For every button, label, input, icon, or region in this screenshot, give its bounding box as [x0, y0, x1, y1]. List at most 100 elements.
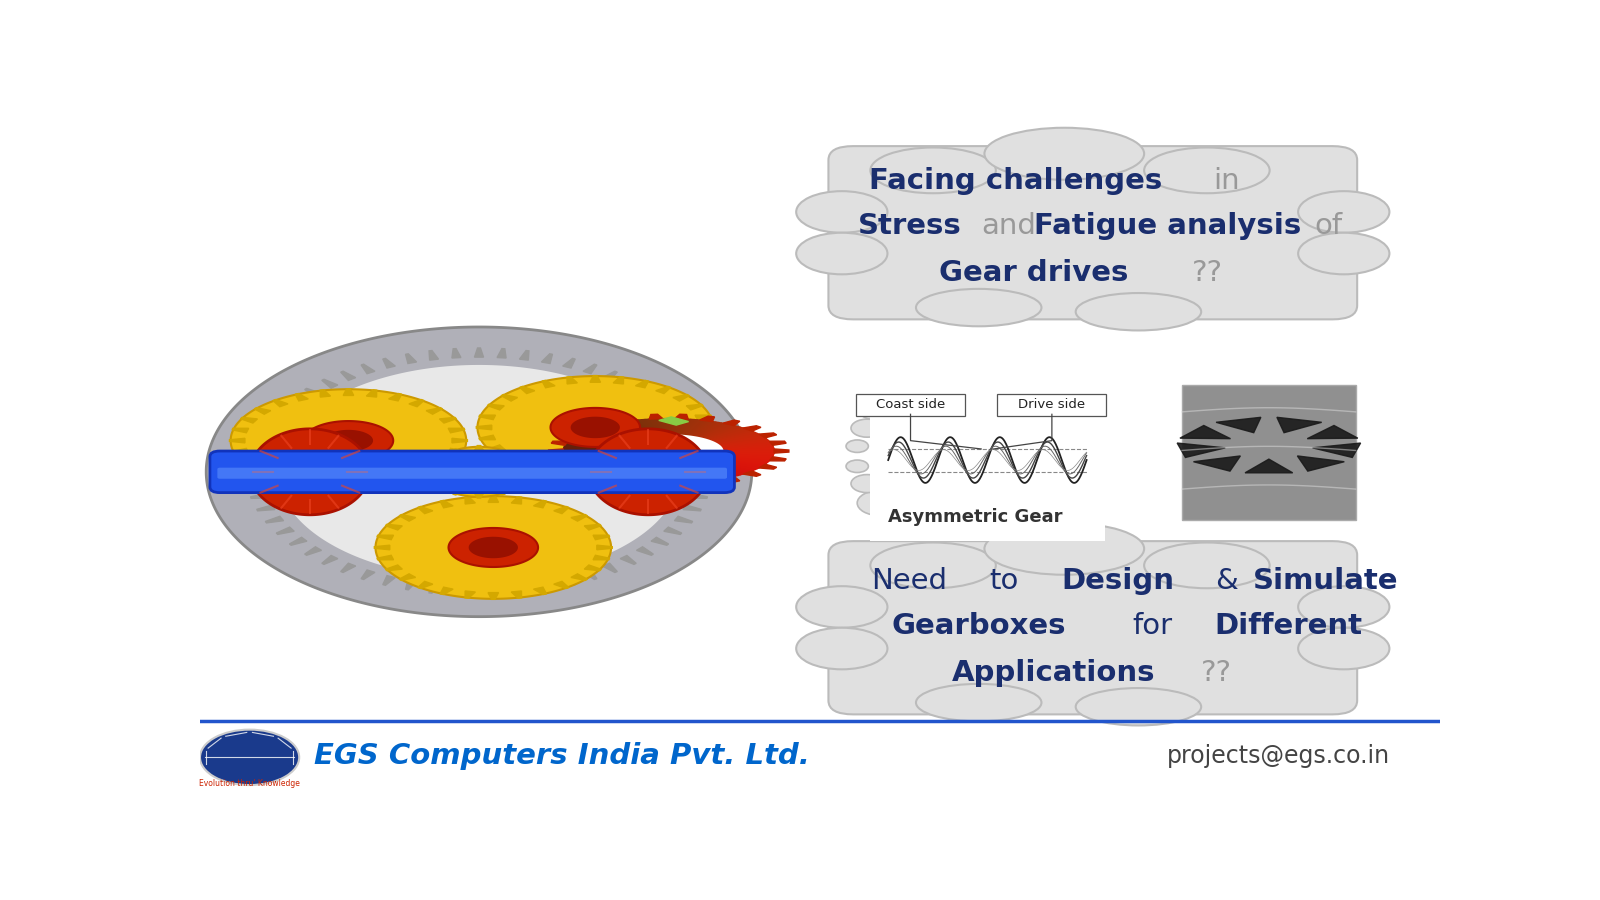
Polygon shape	[659, 417, 688, 425]
Polygon shape	[277, 527, 294, 535]
Polygon shape	[619, 466, 645, 481]
Polygon shape	[694, 423, 722, 436]
Polygon shape	[466, 591, 475, 599]
Polygon shape	[294, 481, 309, 488]
Polygon shape	[611, 465, 640, 479]
Polygon shape	[520, 386, 534, 393]
Polygon shape	[418, 581, 434, 589]
Polygon shape	[718, 457, 766, 464]
Polygon shape	[266, 420, 283, 427]
Polygon shape	[250, 429, 370, 515]
Polygon shape	[710, 462, 752, 472]
Polygon shape	[758, 433, 776, 437]
Polygon shape	[341, 371, 355, 381]
Polygon shape	[637, 389, 653, 397]
Polygon shape	[658, 468, 666, 483]
Polygon shape	[206, 327, 752, 616]
Polygon shape	[712, 461, 754, 471]
Polygon shape	[723, 446, 773, 449]
Polygon shape	[576, 426, 594, 431]
Polygon shape	[374, 545, 390, 550]
Polygon shape	[440, 500, 453, 508]
Polygon shape	[685, 420, 704, 435]
Polygon shape	[474, 446, 483, 451]
Polygon shape	[246, 457, 264, 463]
Polygon shape	[501, 394, 517, 401]
Text: Asymmetric Gear: Asymmetric Gear	[888, 508, 1062, 526]
Polygon shape	[598, 427, 634, 438]
Polygon shape	[770, 456, 786, 461]
Polygon shape	[565, 446, 614, 448]
Polygon shape	[520, 583, 530, 593]
Polygon shape	[256, 433, 275, 438]
Polygon shape	[622, 421, 646, 436]
Polygon shape	[720, 456, 770, 462]
Ellipse shape	[1144, 148, 1270, 194]
Polygon shape	[510, 481, 523, 486]
Polygon shape	[398, 574, 416, 580]
Polygon shape	[426, 408, 443, 414]
Polygon shape	[723, 454, 773, 457]
Polygon shape	[704, 464, 738, 476]
Polygon shape	[678, 467, 691, 483]
Polygon shape	[576, 435, 621, 443]
Text: Stress: Stress	[858, 212, 962, 239]
Polygon shape	[683, 505, 701, 511]
Polygon shape	[742, 426, 762, 431]
Polygon shape	[362, 570, 374, 580]
Polygon shape	[698, 465, 728, 479]
Polygon shape	[717, 436, 763, 444]
Text: Applications: Applications	[952, 659, 1155, 687]
FancyBboxPatch shape	[210, 451, 734, 492]
Polygon shape	[542, 467, 555, 474]
Polygon shape	[710, 430, 752, 441]
Polygon shape	[688, 421, 710, 436]
Polygon shape	[251, 493, 269, 499]
Text: Need: Need	[872, 567, 947, 595]
Polygon shape	[717, 459, 763, 467]
Polygon shape	[622, 481, 638, 486]
Polygon shape	[1277, 418, 1322, 433]
Polygon shape	[552, 456, 568, 461]
Polygon shape	[541, 354, 552, 364]
Polygon shape	[429, 350, 438, 360]
Polygon shape	[246, 470, 262, 474]
Polygon shape	[240, 458, 258, 464]
Polygon shape	[232, 428, 248, 433]
Polygon shape	[254, 408, 270, 414]
Polygon shape	[554, 581, 570, 589]
Polygon shape	[290, 537, 307, 545]
Polygon shape	[614, 434, 723, 468]
Polygon shape	[426, 467, 443, 473]
Polygon shape	[664, 418, 669, 434]
Polygon shape	[573, 436, 619, 444]
Polygon shape	[693, 457, 710, 463]
Polygon shape	[440, 418, 456, 423]
Polygon shape	[579, 460, 622, 469]
Polygon shape	[686, 420, 707, 436]
Polygon shape	[590, 428, 629, 440]
Ellipse shape	[797, 586, 888, 628]
Polygon shape	[341, 563, 355, 572]
Polygon shape	[429, 583, 438, 593]
Polygon shape	[622, 466, 646, 481]
Polygon shape	[571, 417, 619, 438]
Polygon shape	[432, 446, 526, 497]
Polygon shape	[590, 375, 600, 382]
Polygon shape	[563, 451, 614, 452]
Polygon shape	[362, 364, 374, 373]
Polygon shape	[410, 400, 424, 407]
Polygon shape	[723, 476, 739, 482]
Polygon shape	[229, 438, 245, 443]
Polygon shape	[581, 432, 624, 442]
Polygon shape	[699, 464, 730, 478]
Polygon shape	[613, 377, 624, 384]
Polygon shape	[453, 448, 462, 454]
Polygon shape	[650, 414, 662, 419]
Ellipse shape	[797, 191, 888, 233]
Polygon shape	[240, 418, 258, 423]
Polygon shape	[715, 459, 762, 468]
Polygon shape	[498, 586, 506, 595]
Polygon shape	[560, 464, 579, 469]
Polygon shape	[573, 458, 619, 465]
